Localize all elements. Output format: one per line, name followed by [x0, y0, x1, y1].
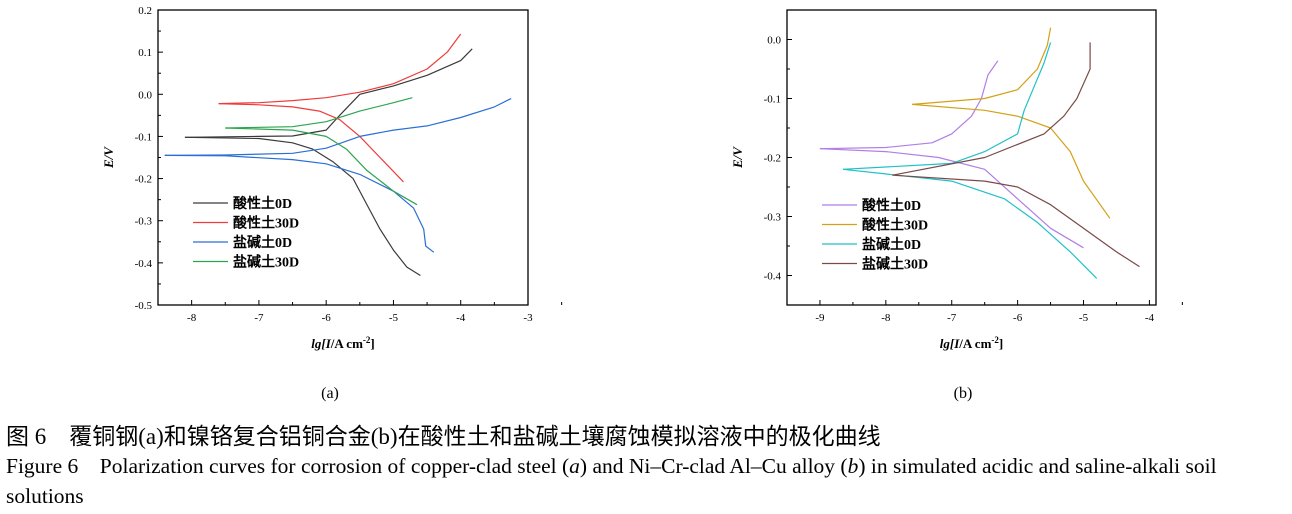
x-tick-label: -4 [1145, 312, 1155, 324]
series-line-cathodic [892, 174, 1140, 268]
y-tick-label: -0.4 [135, 258, 153, 270]
x-axis-label: lg[I/A cm-2] [311, 335, 375, 351]
y-tick-label: -0.1 [135, 131, 152, 143]
y-tick-label: -0.4 [764, 271, 782, 283]
legend-label: 盐碱土30D [862, 256, 928, 273]
y-tick-label: -0.1 [764, 94, 781, 106]
x-tick-label: -8 [881, 312, 891, 324]
x-axis-label-part: I [953, 336, 960, 351]
series-line-anodic [842, 42, 1052, 170]
x-tick-label: -5 [389, 312, 399, 324]
y-tick-label: -0.3 [135, 216, 153, 228]
y-axis-label: E/V [101, 146, 116, 169]
series-line-cathodic [819, 148, 1084, 249]
x-axis-label-part: lg[ [940, 336, 955, 351]
x-axis-label-sup: -2 [363, 335, 371, 345]
series-line-cathodic [164, 154, 435, 253]
y-tick-label: 0.1 [138, 47, 152, 59]
series-line-anodic [218, 33, 462, 105]
x-tick-label: -7 [947, 312, 957, 324]
legend-label: 盐碱土0D [862, 236, 921, 253]
y-tick-label: 0.2 [138, 5, 152, 17]
legend-label: 盐碱土0D [233, 234, 292, 251]
y-tick-label: 0.0 [767, 35, 781, 47]
series-line-anodic [225, 97, 413, 129]
series-line-anodic [892, 42, 1091, 176]
series-line-cathodic [218, 103, 404, 183]
panel-label: (b) [954, 385, 973, 402]
x-axis-label-part: lg[ [311, 336, 326, 351]
x-axis-label-part: ] [999, 336, 1003, 351]
x-tick-label: -4 [456, 312, 466, 324]
legend-label: 酸性土0D [862, 197, 921, 214]
chart-b: -9 -8 -7 -6 -5 -4 0.0 -0.1 -0.2 -0.3 -0.4 E/V lg[I/A… [730, 9, 1183, 402]
series-line-cathodic [184, 136, 421, 277]
series-line-cathodic [912, 103, 1111, 219]
legend-label: 酸性土30D [233, 215, 299, 232]
y-tick-label: 0.0 [138, 89, 152, 101]
y-tick-label: -0.2 [764, 153, 781, 165]
figure-label: Figure 6 [6, 454, 79, 478]
series-line-anodic [912, 27, 1052, 105]
x-tick-label: -6 [1013, 312, 1023, 324]
caption-text: Polarization curves for corrosion of cop… [99, 454, 570, 478]
y-tick-label: -0.2 [135, 174, 152, 186]
caption-text: b [847, 454, 859, 478]
y-tick-label: -0.3 [764, 212, 782, 224]
caption-text: ) in simulated acidic and saline-alkali … [6, 454, 1217, 508]
caption-text: ) and Ni–Cr-clad Al–Cu alloy ( [579, 454, 848, 478]
panel-label: (a) [321, 385, 339, 402]
series-line-anodic [164, 97, 512, 156]
x-axis-label-part: /A cm [958, 336, 991, 351]
caption-english: Figure 6 Polarization curves for corrosi… [6, 451, 1292, 511]
series-line-anodic [819, 60, 999, 150]
x-tick-label: -7 [254, 312, 264, 324]
series-line-cathodic [225, 127, 418, 206]
x-tick-label: -6 [322, 312, 332, 324]
x-axis-label: lg[I/A cm-2] [940, 335, 1004, 351]
series-line-anodic [184, 48, 473, 138]
caption-text: a [569, 454, 580, 478]
figure-panels: -8 -7 -6 -5 -4 -3 0.2 0.1 0.0 -0.1 -0.2 -0.3 -0.4 -0.… [101, 5, 1183, 402]
plot-frame [157, 9, 529, 306]
plot-frame [786, 9, 1157, 306]
x-tick-label: -9 [815, 312, 825, 324]
series-line-cathodic [842, 168, 1098, 279]
x-axis-label-part: /A cm [330, 336, 363, 351]
legend-label: 酸性土30D [862, 217, 928, 234]
legend-label: 盐碱土30D [233, 254, 299, 271]
legend-label: 酸性土0D [233, 195, 292, 212]
y-axis-label: E/V [730, 146, 745, 169]
x-tick-label: -8 [187, 312, 197, 324]
chart-a: -8 -7 -6 -5 -4 -3 0.2 0.1 0.0 -0.1 -0.2 -0.3 -0.4 -0.… [101, 5, 563, 402]
x-tick-label: -3 [523, 312, 533, 324]
x-axis-label-part: I [325, 336, 332, 351]
y-tick-label: -0.5 [135, 300, 153, 312]
caption-chinese: 图 6 覆铜钢(a)和镍铬复合铝铜合金(b)在酸性土和盐碱土壤腐蚀模拟溶液中的极… [6, 424, 881, 449]
x-tick-label: -5 [1079, 312, 1089, 324]
x-axis-label-sup: -2 [991, 335, 999, 345]
x-axis-label-part: ] [370, 336, 374, 351]
